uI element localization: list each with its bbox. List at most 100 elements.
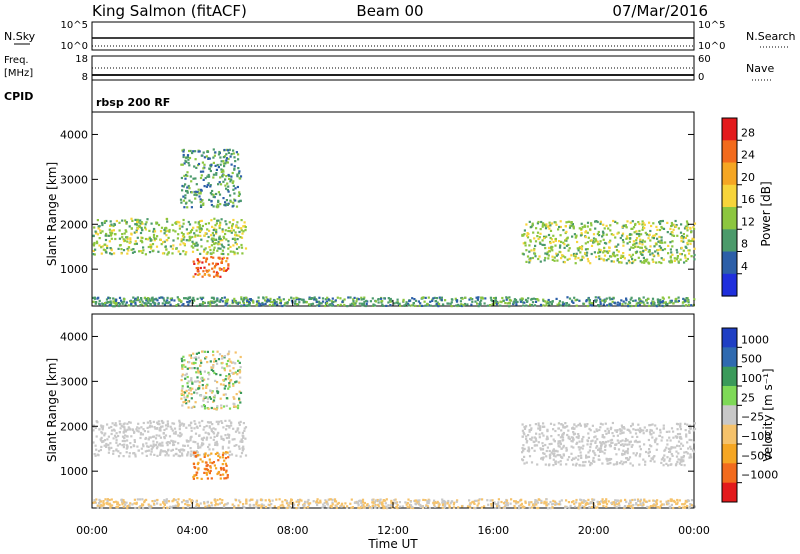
data-cell [546, 436, 549, 439]
data-cell [680, 237, 683, 240]
nsearch-tick-top: 10^5 [698, 20, 725, 31]
data-cell [182, 185, 185, 188]
data-cell [197, 262, 200, 265]
data-cell [490, 504, 493, 507]
data-cell [153, 426, 156, 429]
data-cell [233, 506, 236, 509]
data-cell [209, 191, 212, 195]
data-cell [622, 300, 625, 303]
data-cell [182, 390, 185, 394]
data-cell [186, 186, 189, 189]
data-cell [558, 240, 561, 243]
data-cell [401, 505, 404, 508]
data-cell [570, 254, 573, 257]
data-cell [211, 267, 214, 270]
data-cell [617, 243, 620, 246]
data-cell [407, 498, 410, 501]
data-cell [185, 426, 188, 429]
data-cell [163, 303, 167, 306]
data-cell [305, 301, 308, 304]
data-cell [220, 160, 223, 163]
data-cell [521, 423, 524, 426]
data-cell [661, 227, 664, 230]
data-cell [546, 507, 550, 510]
data-cell [537, 299, 540, 302]
data-cell [688, 240, 691, 243]
data-cell [613, 255, 617, 258]
data-cell [221, 249, 224, 252]
data-cell [222, 505, 226, 508]
data-cell [557, 427, 560, 430]
data-cell [232, 396, 235, 399]
data-cell [592, 459, 595, 462]
data-cell [411, 505, 414, 508]
data-cell [574, 505, 577, 508]
data-cell [180, 238, 183, 241]
data-cell [124, 219, 127, 222]
data-cell [212, 234, 215, 237]
data-cell [206, 477, 209, 480]
data-cell [407, 304, 410, 307]
data-cell [418, 304, 421, 307]
data-cell [224, 178, 227, 181]
data-cell [671, 231, 674, 234]
data-cell [414, 299, 418, 302]
data-cell [197, 371, 200, 374]
data-cell [207, 182, 210, 185]
data-cell [675, 450, 678, 453]
data-cell [616, 259, 619, 262]
data-cell [331, 503, 334, 506]
data-cell [652, 237, 655, 240]
data-cell [643, 443, 646, 446]
data-cell [690, 439, 693, 442]
data-cell [221, 499, 224, 502]
data-cell [240, 438, 243, 441]
data-cell [102, 248, 105, 251]
data-cell [206, 150, 209, 153]
data-cell [544, 256, 547, 260]
data-cell [227, 436, 230, 439]
data-cell [161, 252, 165, 255]
data-cell [146, 445, 149, 448]
data-cell [505, 504, 508, 507]
data-cell [638, 440, 641, 443]
data-cell [96, 506, 99, 509]
data-cell [201, 443, 204, 446]
data-cell [230, 153, 233, 156]
data-cell [567, 249, 570, 252]
data-cell [582, 444, 585, 447]
data-cell [209, 466, 212, 469]
data-cell [648, 431, 652, 434]
data-cell [189, 149, 192, 153]
data-cell [683, 464, 686, 467]
data-cell [178, 298, 181, 302]
data-cell [199, 372, 202, 375]
data-cell [122, 499, 125, 502]
data-cell [216, 391, 219, 395]
data-cell [693, 427, 697, 431]
data-cell [535, 227, 538, 230]
data-cell [525, 223, 528, 226]
data-cell [286, 301, 289, 304]
data-cell [282, 298, 285, 301]
data-cell [181, 404, 184, 407]
data-cell [442, 499, 445, 503]
data-cell [241, 232, 244, 235]
data-cell [651, 303, 654, 307]
data-cell [509, 299, 513, 302]
data-cell [209, 461, 212, 464]
data-cell [114, 237, 117, 241]
data-cell [231, 237, 234, 240]
data-cell [192, 296, 195, 299]
data-cell [637, 256, 640, 259]
data-cell [99, 500, 103, 503]
y-tick-label: 3000 [60, 375, 88, 388]
data-cell [270, 300, 273, 304]
data-cell [182, 155, 185, 159]
data-cell [545, 235, 548, 238]
data-cell [549, 301, 552, 304]
data-cell [185, 228, 188, 231]
data-cell [233, 372, 236, 375]
data-cell [164, 500, 167, 503]
data-cell [240, 243, 243, 247]
